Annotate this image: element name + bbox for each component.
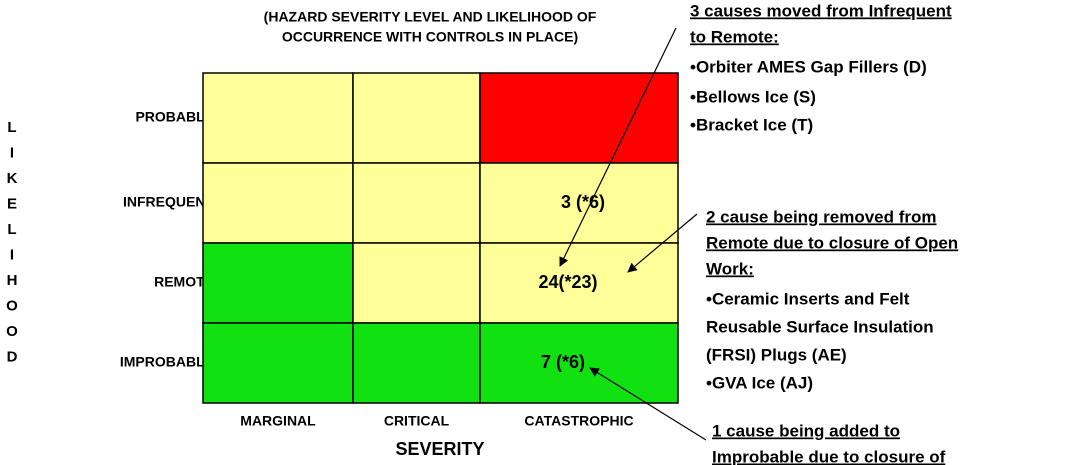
x-axis-title: SEVERITY (395, 439, 484, 459)
y-axis-letter: I (10, 246, 14, 263)
arrow (559, 27, 677, 267)
y-axis-letter: D (7, 348, 18, 365)
cell-text: 24(*23) (538, 272, 597, 292)
matrix-cell (352, 322, 481, 404)
matrix-cell (202, 322, 354, 404)
y-axis-letter: L (7, 221, 16, 238)
row-label: REMOTE (154, 274, 214, 290)
note-item: •Orbiter AMES Gap Fillers (D) (690, 57, 927, 76)
row-label: INFREQUENT (123, 194, 214, 210)
arrow (627, 213, 698, 273)
arrow (589, 367, 707, 441)
title-line: (HAZARD SEVERITY LEVEL AND LIKELIHOOD OF (264, 9, 597, 25)
y-axis-letter: O (6, 323, 18, 340)
y-axis-letter: O (6, 297, 18, 314)
column-label: CATASTROPHIC (524, 413, 633, 429)
cell-text: 7 (*6) (541, 352, 585, 372)
y-axis-letter: H (7, 272, 18, 289)
y-axis-letter: E (7, 195, 17, 212)
note-heading: to Remote: (690, 27, 779, 46)
matrix-cell (202, 162, 354, 244)
cell-text: 3 (*6) (561, 192, 605, 212)
row-label: IMPROBABLE (120, 354, 214, 370)
note-item: •Bracket Ice (T) (690, 115, 813, 134)
note-item: •GVA Ice (AJ) (706, 373, 813, 392)
matrix-cell (352, 162, 481, 244)
column-label: CRITICAL (384, 413, 450, 429)
note-heading: Improbable due to closure of (712, 447, 946, 465)
matrix-cell (352, 242, 481, 324)
matrix-cell (479, 322, 679, 404)
note-heading: Remote due to closure of Open (706, 233, 958, 252)
note-heading: 2 cause being removed from (706, 207, 937, 226)
note-heading: 1 cause being added to (712, 421, 900, 440)
matrix-cell (479, 162, 679, 244)
row-label: PROBABLE (135, 109, 214, 125)
y-axis-letter: I (10, 144, 14, 161)
note-heading: 3 causes moved from Infrequent (690, 1, 952, 20)
note-item: (FRSI) Plugs (AE) (706, 345, 847, 364)
note-item: •Bellows Ice (S) (690, 87, 816, 106)
title-line: OCCURRENCE WITH CONTROLS IN PLACE) (282, 29, 578, 45)
matrix-cell (202, 72, 354, 164)
y-axis-letter: K (7, 170, 18, 187)
column-label: MARGINAL (240, 413, 316, 429)
matrix-cell (479, 72, 679, 164)
note-item: •Ceramic Inserts and Felt (706, 289, 910, 308)
note-heading: Work: (706, 259, 754, 278)
matrix-cell (202, 242, 354, 324)
note-item: Reusable Surface Insulation (706, 317, 934, 336)
matrix-cell (352, 72, 481, 164)
y-axis-letter: L (7, 119, 16, 136)
